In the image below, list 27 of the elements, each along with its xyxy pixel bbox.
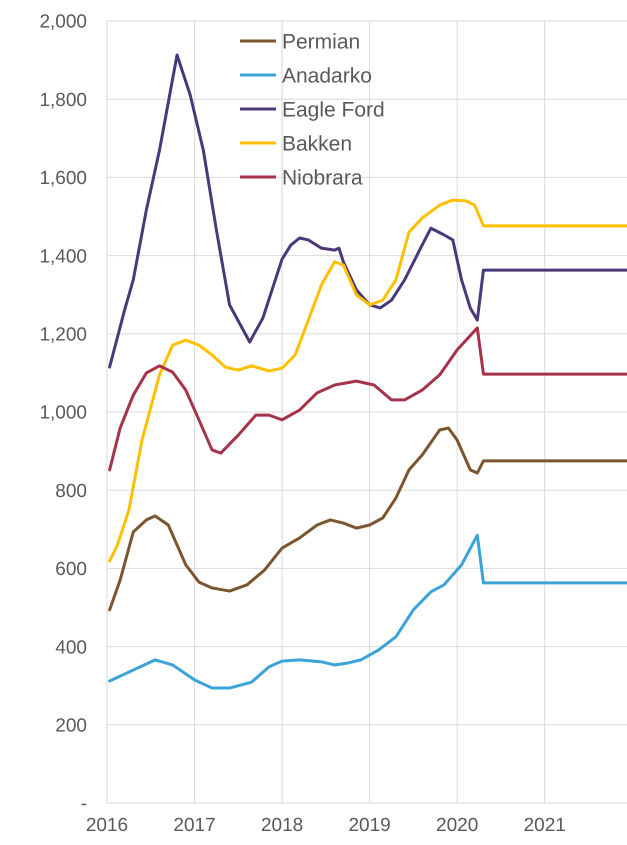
y-tick-label: - [80,794,87,815]
x-tick-label: 2016 [86,815,128,836]
y-tick-label: 200 [55,715,87,736]
line-series [108,326,627,472]
y-tick-label: 2,000 [39,12,87,33]
legend-label: Anadarko [282,64,372,88]
legend-label: Niobrara [282,166,363,190]
y-tick-label: 800 [55,480,87,502]
x-tick-label: 2019 [348,815,391,836]
y-tick-label: 1,800 [39,90,87,111]
y-tick-label: 1,000 [39,402,87,424]
x-tick-label: 2018 [260,815,304,836]
y-tick-label: 1,600 [39,168,87,190]
legend-label: Eagle Ford [282,98,385,122]
y-tick-label: 400 [55,637,87,658]
y-tick-label: 1,200 [39,324,87,346]
legend-label: Bakken [282,132,352,156]
y-tick-label: 600 [55,559,87,580]
y-tick-label: 1,400 [39,246,87,268]
x-tick-label: 2021 [524,815,566,836]
line-series [108,534,627,690]
line-series [108,426,627,612]
line-series [108,54,627,369]
line-series [108,198,627,562]
x-tick-label: 2017 [173,815,216,836]
legend-label: Permian [282,30,360,54]
x-tick-label: 2020 [436,815,478,836]
